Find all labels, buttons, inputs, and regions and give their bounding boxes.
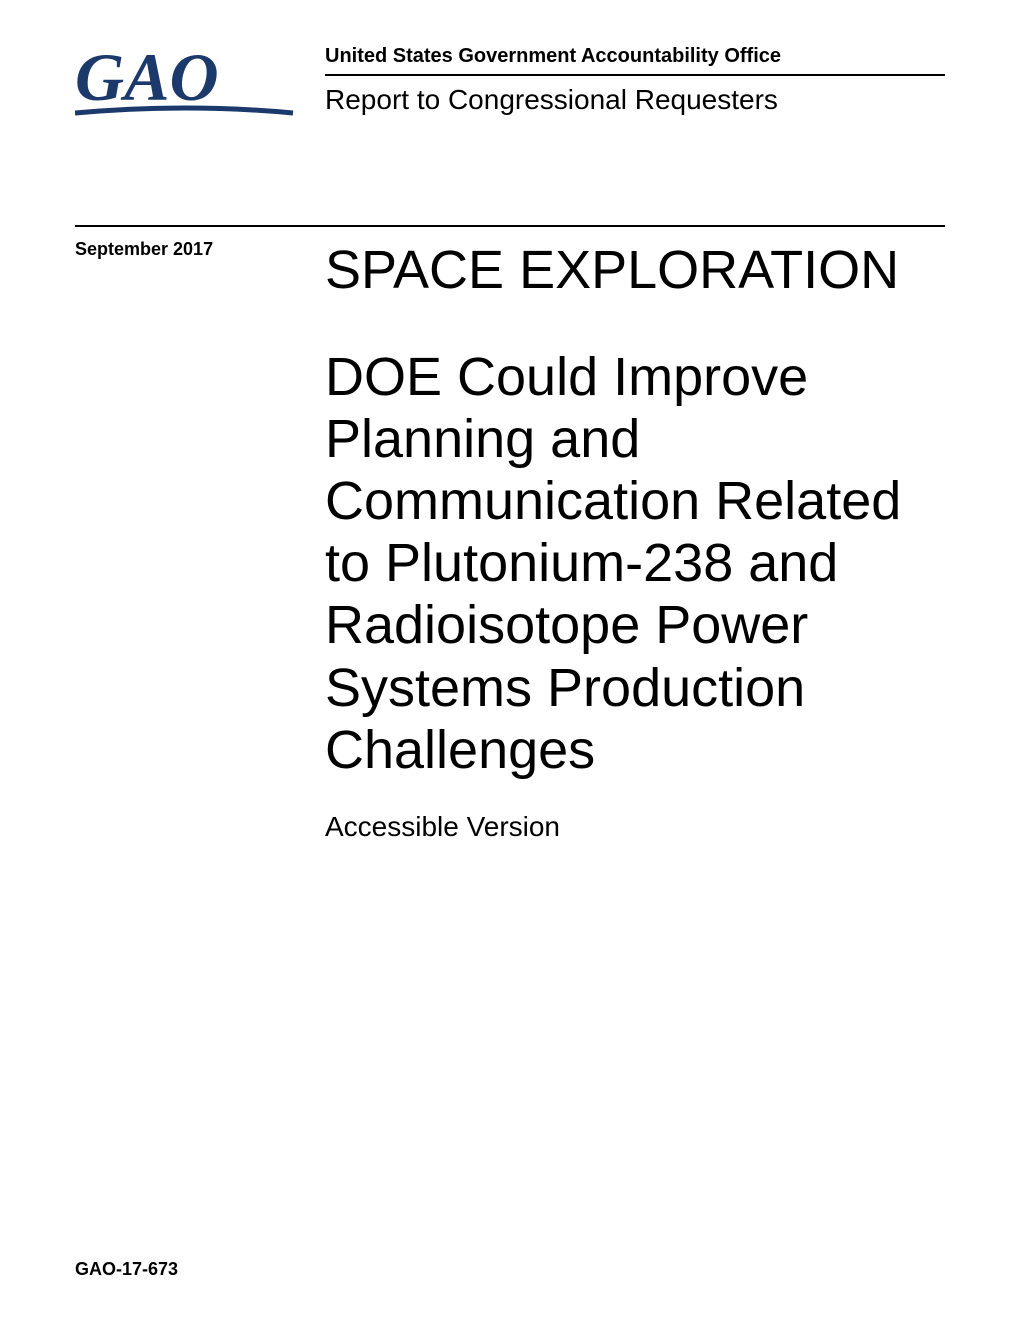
svg-text:GAO: GAO	[75, 45, 219, 115]
title-subtitle: DOE Could Improve Planning and Communica…	[325, 346, 945, 781]
date-column: September 2017	[75, 239, 325, 843]
agency-name: United States Government Accountability …	[325, 45, 945, 76]
header-text-block: United States Government Accountability …	[325, 45, 945, 116]
title-main: SPACE EXPLORATION	[325, 239, 945, 301]
gao-logo-icon: GAO	[75, 45, 295, 125]
report-number: GAO-17-673	[75, 1259, 178, 1280]
publication-date: September 2017	[75, 239, 325, 260]
content-row: September 2017 SPACE EXPLORATION DOE Cou…	[75, 239, 945, 843]
header-row: GAO United States Government Accountabil…	[75, 45, 945, 130]
report-to-text: Report to Congressional Requesters	[325, 84, 945, 116]
divider-line	[75, 225, 945, 227]
version-note: Accessible Version	[325, 811, 945, 843]
title-column: SPACE EXPLORATION DOE Could Improve Plan…	[325, 239, 945, 843]
logo-container: GAO	[75, 45, 325, 130]
